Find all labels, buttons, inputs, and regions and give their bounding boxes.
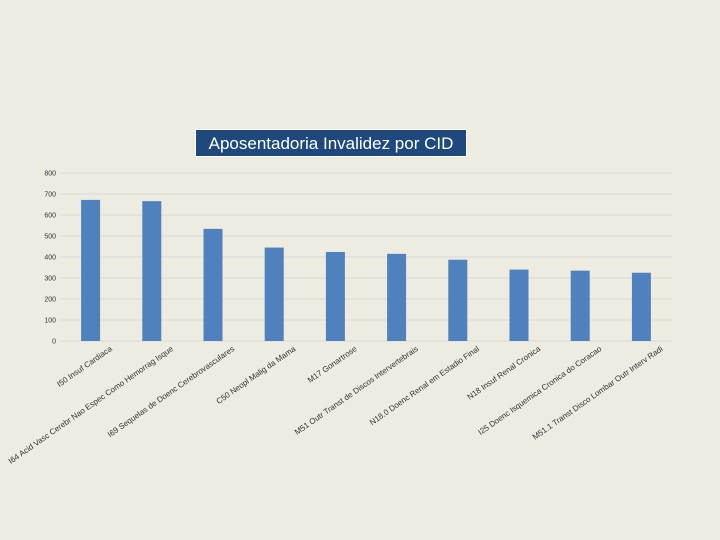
bar — [264, 247, 284, 341]
y-tick-label: 100 — [44, 318, 56, 325]
chart-title: Aposentadoria Invalidez por CID — [195, 129, 467, 157]
x-category-label: I50 Insuf Cardiaca — [55, 344, 114, 389]
x-category-label: I25 Doenc Isquemica Cronica do Coracao — [477, 344, 604, 437]
x-category-label: N18.0 Doenc Renal em Estadio Final — [368, 344, 481, 427]
y-tick-label: 0 — [52, 339, 56, 346]
gridlines — [60, 172, 672, 342]
bar — [570, 270, 590, 341]
bar — [509, 269, 529, 341]
bar — [387, 253, 407, 341]
bar — [142, 201, 162, 341]
y-tick-label: 600 — [44, 213, 56, 220]
y-tick-label: 500 — [44, 234, 56, 241]
x-category-label: M51 Outr Transt de Discos Intervertebrai… — [293, 344, 420, 437]
y-tick-label: 800 — [44, 171, 56, 178]
x-category-label: M51.1 Transt Disco Lombar Outr Interv Ra… — [531, 344, 665, 442]
bars — [81, 199, 651, 341]
bar — [203, 228, 223, 341]
y-tick-label: 400 — [44, 255, 56, 262]
y-tick-label: 700 — [44, 192, 56, 199]
bar — [81, 199, 101, 341]
x-category-label: M17 Gonartrose — [306, 344, 359, 385]
y-tick-label: 200 — [44, 297, 56, 304]
y-tick-label: 300 — [44, 276, 56, 283]
y-axis-tick-labels: 0 100 200 300 400 500 600 700 800 — [44, 171, 56, 346]
bar — [325, 251, 345, 341]
x-category-label: I69 Sequelas de Doenc Cerebrovasculares — [106, 344, 236, 439]
bar — [448, 259, 468, 341]
bar — [631, 272, 651, 341]
